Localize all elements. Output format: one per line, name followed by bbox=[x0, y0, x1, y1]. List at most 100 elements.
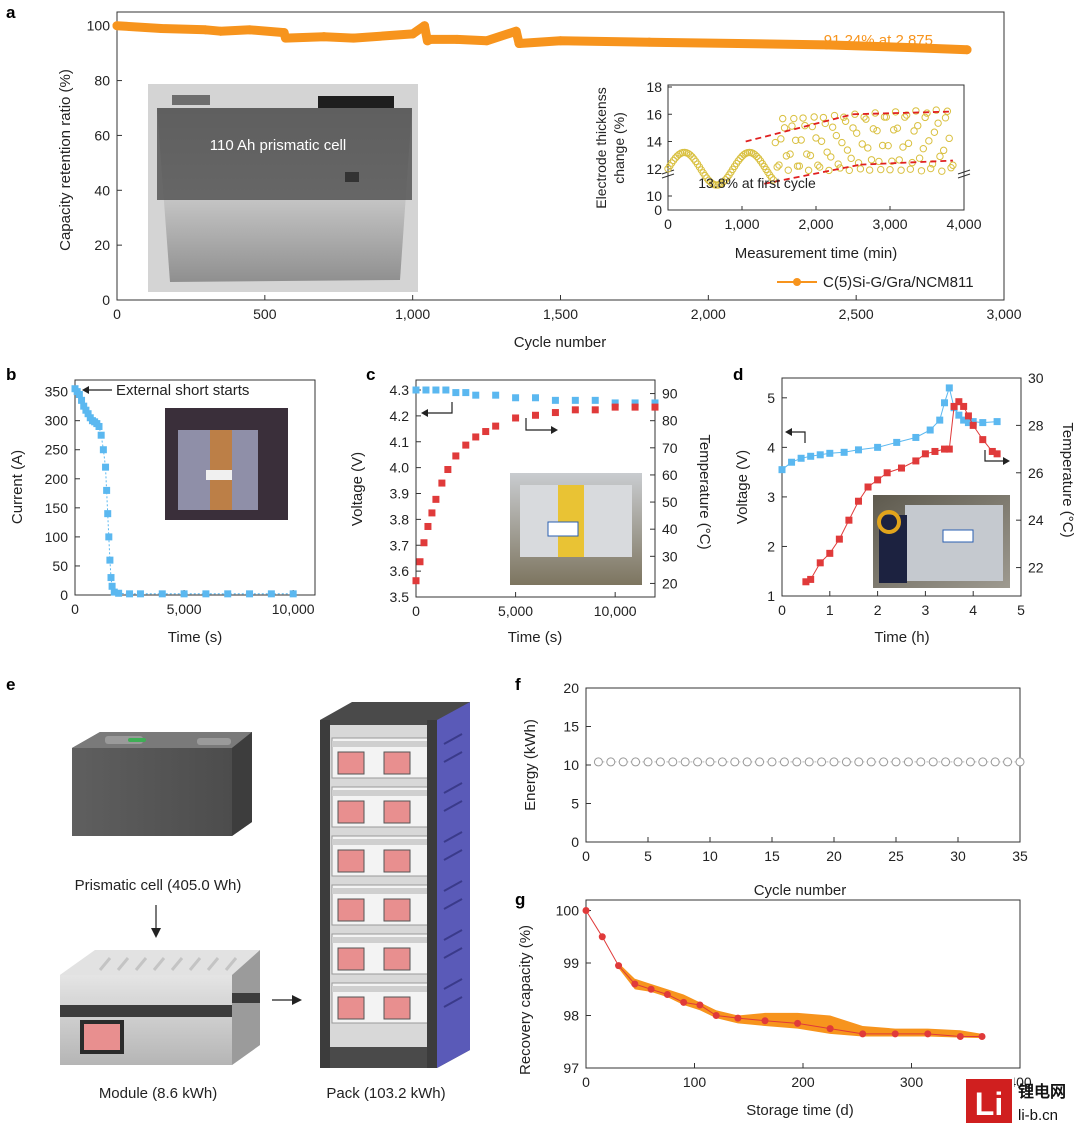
inset-data-point bbox=[797, 136, 805, 144]
inset-axis-break bbox=[957, 169, 971, 175]
inset-data-point bbox=[847, 154, 855, 163]
panel-c-x-tick-label: 10,000 bbox=[594, 603, 637, 619]
pack-side-rail bbox=[443, 751, 463, 763]
module-graphic bbox=[60, 950, 260, 1065]
panel-c-temperature-point bbox=[651, 403, 659, 411]
pack-side-rail bbox=[443, 849, 463, 861]
panel-f-data-point bbox=[705, 757, 715, 767]
panel-f-data-point bbox=[854, 757, 864, 767]
panel-f-data-point bbox=[941, 757, 951, 767]
panel-c-voltage-point bbox=[611, 399, 619, 407]
panel-d-y2-tick-label: 28 bbox=[1028, 417, 1044, 433]
inset-data-point bbox=[878, 141, 887, 150]
inset-data-point bbox=[891, 108, 900, 116]
inset-data-point bbox=[721, 176, 730, 184]
panel-d-photo bbox=[873, 495, 1010, 588]
panel-a-legend: C(5)Si-G/Gra/NCM811 bbox=[777, 274, 974, 291]
panel-c-voltage-point bbox=[462, 389, 470, 397]
panel-b-y-tick-label: 150 bbox=[45, 500, 69, 516]
inset-data-point bbox=[877, 165, 885, 174]
panel-a-data-point bbox=[511, 26, 521, 36]
panel-a-x-tick-label: 2,000 bbox=[691, 306, 726, 322]
panel-g-data-point bbox=[794, 1019, 802, 1027]
panel-a-inset: 0 1,000 2,000 3,000 4,000 010 12 14 16 18 13.8% a… bbox=[593, 79, 982, 262]
inset-data-point bbox=[873, 126, 881, 135]
panel-f-data-point bbox=[1003, 757, 1013, 767]
panel-g-x-tick-label: 100 bbox=[683, 1074, 707, 1090]
panel-g-x-tick-label: 200 bbox=[791, 1074, 815, 1090]
pack-module-lid bbox=[332, 986, 428, 992]
panel-a-data-point bbox=[644, 37, 654, 47]
panel-d-x-tick-label: 2 bbox=[874, 602, 882, 618]
inset-data-point bbox=[902, 111, 911, 119]
panel-c-temperature-point bbox=[428, 509, 436, 517]
panel-a-data-point bbox=[482, 36, 492, 46]
panel-letter-c: c bbox=[366, 365, 375, 384]
panel-b-data-point bbox=[84, 410, 92, 418]
inset-data-point bbox=[884, 141, 892, 150]
inset-data-point bbox=[795, 162, 804, 170]
inset-x-tick-label: 2,000 bbox=[798, 216, 833, 232]
panel-a-data-point bbox=[452, 34, 462, 44]
inset-x-axis-label: Measurement time (min) bbox=[735, 245, 898, 262]
pack-module-lid bbox=[332, 839, 428, 845]
panel-g-y-tick-label: 98 bbox=[563, 1008, 579, 1024]
panel-d-temperature-point bbox=[898, 464, 905, 472]
inset-data-point bbox=[782, 152, 791, 160]
panel-g-band bbox=[618, 963, 982, 1039]
inset-data-point bbox=[886, 166, 894, 174]
inset-data-point bbox=[754, 154, 763, 163]
panel-c-voltage-point bbox=[631, 399, 639, 407]
panel-c-y2-tick-label: 50 bbox=[662, 494, 678, 510]
pack-module-lid bbox=[332, 790, 428, 796]
panel-a-x-tick-label: 500 bbox=[253, 306, 277, 322]
panel-f-x-tick-label: 25 bbox=[888, 848, 904, 864]
panel-d-y2-axis-label: Temperature (°C) bbox=[1059, 422, 1076, 537]
inset-data-point bbox=[777, 135, 785, 143]
inset-data-point bbox=[716, 180, 724, 189]
inset-data-point bbox=[904, 139, 913, 148]
panel-f-data-point bbox=[829, 757, 839, 767]
panel-c-voltage-arrow-head bbox=[421, 409, 428, 417]
panel-d-y2-tick-label: 30 bbox=[1028, 370, 1044, 386]
panel-a-data-point bbox=[112, 21, 122, 31]
inset-data-point bbox=[767, 173, 776, 182]
panel-c-y-tick-label: 4.2 bbox=[390, 408, 410, 424]
watermark-chinese: 锂电网 bbox=[1018, 1082, 1066, 1101]
inset-data-point bbox=[753, 152, 761, 161]
inset-data-point bbox=[938, 167, 946, 175]
panel-c-x-tick-label: 5,000 bbox=[498, 603, 533, 619]
panel-f-data-point bbox=[891, 757, 901, 767]
inset-y-tick-label: 16 bbox=[646, 106, 662, 122]
panel-b-data-point bbox=[104, 510, 112, 518]
inset-x-tick-label: 0 bbox=[664, 216, 672, 232]
inset-data-point bbox=[899, 143, 907, 151]
panel-d-y-tick-label: 3 bbox=[767, 489, 775, 505]
panel-d-x-axis-label: Time (h) bbox=[874, 629, 929, 646]
panel-f-y-axis-label: Energy (kWh) bbox=[522, 719, 539, 811]
panel-c-voltage-point bbox=[472, 391, 480, 399]
panel-a-legend-label: C(5)Si-G/Gra/NCM811 bbox=[823, 274, 974, 291]
panel-d-voltage-point bbox=[797, 454, 805, 462]
panel-f-y-tick-label: 15 bbox=[563, 719, 579, 735]
panel-f-data-point bbox=[841, 757, 851, 767]
panel-b-data-point bbox=[108, 582, 116, 590]
panel-f-x-axis-label: Cycle number bbox=[754, 882, 847, 899]
panel-a-data-point bbox=[215, 26, 225, 36]
panel-c-voltage-point bbox=[512, 394, 520, 402]
panel-f-data-point bbox=[618, 757, 628, 767]
panel-d-voltage-point bbox=[840, 448, 848, 456]
pack-module-lid bbox=[332, 937, 428, 943]
panel-a-y-tick-label: 80 bbox=[94, 73, 110, 89]
panel-b-y-tick-label: 100 bbox=[45, 529, 69, 545]
inset-data-point bbox=[934, 119, 942, 127]
panel-f-data-point bbox=[866, 757, 876, 767]
panel-b-y-tick-label: 350 bbox=[45, 384, 69, 400]
panel-b-data-point bbox=[136, 590, 144, 598]
panel-d-temperature-point bbox=[807, 575, 815, 583]
panel-d-temperature-point bbox=[826, 549, 834, 557]
panel-b-data-point bbox=[78, 396, 86, 404]
inset-data-point bbox=[810, 113, 818, 121]
panel-f-data-point bbox=[668, 757, 678, 767]
inset-data-point bbox=[840, 113, 848, 121]
